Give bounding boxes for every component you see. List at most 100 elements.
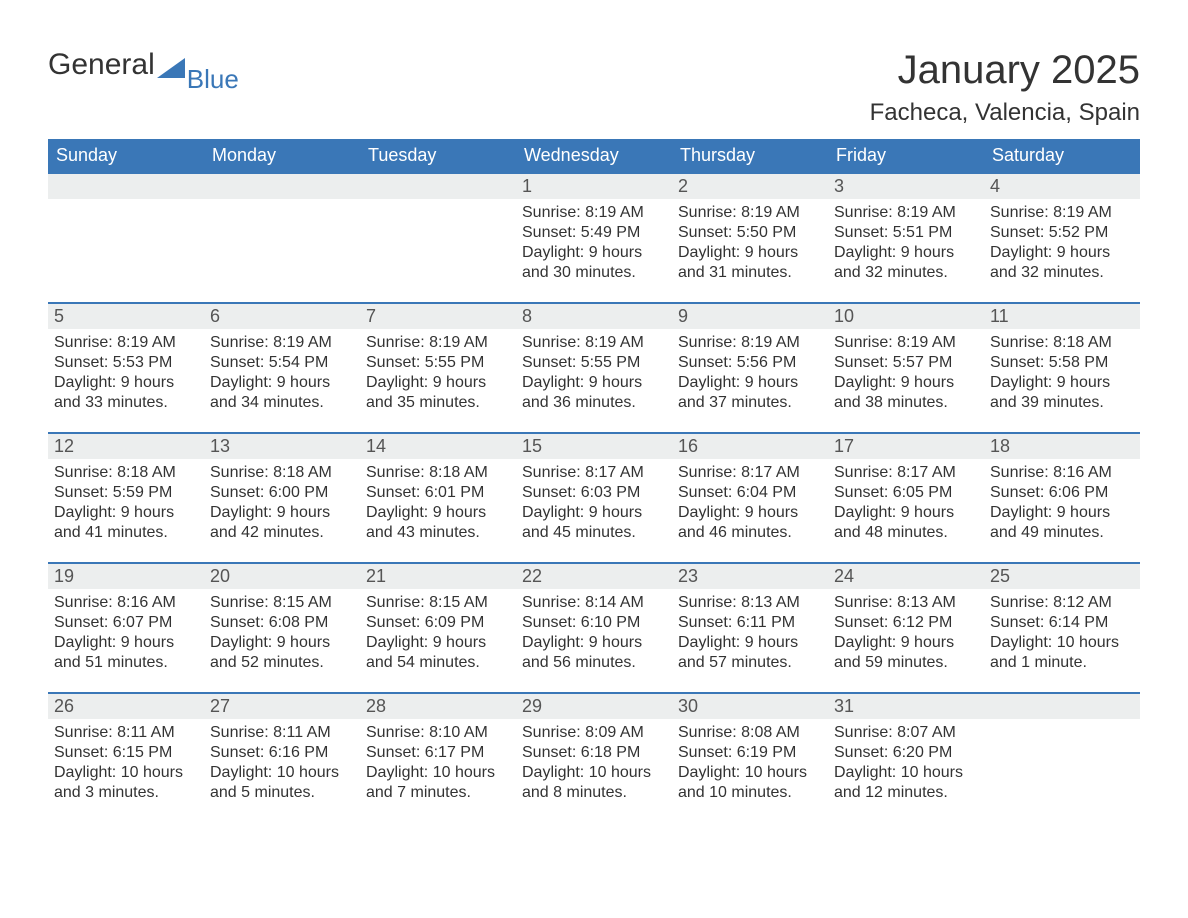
logo: General Blue [48,48,239,82]
sunset-text: Sunset: 6:15 PM [54,743,198,763]
day-number: 19 [48,564,204,589]
day-number: 7 [360,304,516,329]
day-body: Sunrise: 8:19 AMSunset: 5:50 PMDaylight:… [672,199,828,287]
calendar-cell: 10Sunrise: 8:19 AMSunset: 5:57 PMDayligh… [828,302,984,432]
sunset-text: Sunset: 6:19 PM [678,743,822,763]
day-body: Sunrise: 8:19 AMSunset: 5:51 PMDaylight:… [828,199,984,287]
calendar-cell: 27Sunrise: 8:11 AMSunset: 6:16 PMDayligh… [204,692,360,822]
calendar-cell [984,692,1140,822]
daylight-text: Daylight: 9 hours and 31 minutes. [678,243,822,283]
day-body: Sunrise: 8:11 AMSunset: 6:16 PMDaylight:… [204,719,360,807]
sunrise-text: Sunrise: 8:17 AM [522,463,666,483]
sunrise-text: Sunrise: 8:17 AM [834,463,978,483]
sunrise-text: Sunrise: 8:18 AM [990,333,1134,353]
day-body: Sunrise: 8:13 AMSunset: 6:12 PMDaylight:… [828,589,984,677]
day-number: 8 [516,304,672,329]
sunset-text: Sunset: 6:10 PM [522,613,666,633]
calendar-cell: 4Sunrise: 8:19 AMSunset: 5:52 PMDaylight… [984,172,1140,302]
day-number: 5 [48,304,204,329]
dayhead-sunday: Sunday [48,139,204,172]
day-number: 24 [828,564,984,589]
calendar-cell: 15Sunrise: 8:17 AMSunset: 6:03 PMDayligh… [516,432,672,562]
calendar-cell: 25Sunrise: 8:12 AMSunset: 6:14 PMDayligh… [984,562,1140,692]
day-number: 29 [516,694,672,719]
day-body [48,199,204,207]
location-subtitle: Facheca, Valencia, Spain [870,99,1140,127]
day-body: Sunrise: 8:10 AMSunset: 6:17 PMDaylight:… [360,719,516,807]
calendar-cell: 23Sunrise: 8:13 AMSunset: 6:11 PMDayligh… [672,562,828,692]
logo-triangle-icon [157,58,185,78]
daylight-text: Daylight: 10 hours and 12 minutes. [834,763,978,803]
sunrise-text: Sunrise: 8:11 AM [54,723,198,743]
day-number: 23 [672,564,828,589]
day-number: 22 [516,564,672,589]
daylight-text: Daylight: 9 hours and 46 minutes. [678,503,822,543]
sunset-text: Sunset: 5:55 PM [522,353,666,373]
daylight-text: Daylight: 9 hours and 59 minutes. [834,633,978,673]
day-number: 9 [672,304,828,329]
sunset-text: Sunset: 6:18 PM [522,743,666,763]
day-number: 14 [360,434,516,459]
day-number: 1 [516,174,672,199]
sunset-text: Sunset: 5:50 PM [678,223,822,243]
calendar-cell: 28Sunrise: 8:10 AMSunset: 6:17 PMDayligh… [360,692,516,822]
sunrise-text: Sunrise: 8:17 AM [678,463,822,483]
sunrise-text: Sunrise: 8:10 AM [366,723,510,743]
day-body: Sunrise: 8:15 AMSunset: 6:08 PMDaylight:… [204,589,360,677]
day-number: 6 [204,304,360,329]
daylight-text: Daylight: 9 hours and 35 minutes. [366,373,510,413]
daylight-text: Daylight: 10 hours and 7 minutes. [366,763,510,803]
page-header: General Blue January 2025 Facheca, Valen… [48,48,1140,127]
day-body: Sunrise: 8:15 AMSunset: 6:09 PMDaylight:… [360,589,516,677]
day-number: 18 [984,434,1140,459]
daylight-text: Daylight: 9 hours and 38 minutes. [834,373,978,413]
sunset-text: Sunset: 5:58 PM [990,353,1134,373]
day-body: Sunrise: 8:19 AMSunset: 5:53 PMDaylight:… [48,329,204,417]
day-body: Sunrise: 8:11 AMSunset: 6:15 PMDaylight:… [48,719,204,807]
sunset-text: Sunset: 6:11 PM [678,613,822,633]
day-body: Sunrise: 8:19 AMSunset: 5:57 PMDaylight:… [828,329,984,417]
day-body: Sunrise: 8:16 AMSunset: 6:07 PMDaylight:… [48,589,204,677]
day-number: 28 [360,694,516,719]
calendar-body: 1 Sunrise: 8:19 AM Sunset: 5:49 PM Daylight… [48,172,1140,822]
calendar-cell [48,172,204,302]
sunset-text: Sunset: 6:00 PM [210,483,354,503]
sunrise-text: Sunrise: 8:09 AM [522,723,666,743]
sunrise-text: Sunrise: 8:12 AM [990,593,1134,613]
day-number: 2 [672,174,828,199]
calendar-cell [204,172,360,302]
daylight-text: Daylight: 10 hours and 5 minutes. [210,763,354,803]
day-number: 17 [828,434,984,459]
calendar-cell: 7Sunrise: 8:19 AMSunset: 5:55 PMDaylight… [360,302,516,432]
sunset-text: Sunset: 6:12 PM [834,613,978,633]
day-number: 15 [516,434,672,459]
sunrise-text: Sunrise: 8:14 AM [522,593,666,613]
day-body: Sunrise: 8:17 AMSunset: 6:04 PMDaylight:… [672,459,828,547]
dayhead-tuesday: Tuesday [360,139,516,172]
calendar-cell: 18Sunrise: 8:16 AMSunset: 6:06 PMDayligh… [984,432,1140,562]
day-number: 3 [828,174,984,199]
daylight-text: Daylight: 10 hours and 8 minutes. [522,763,666,803]
day-body: Sunrise: 8:19 AMSunset: 5:56 PMDaylight:… [672,329,828,417]
daylight-text: Daylight: 10 hours and 10 minutes. [678,763,822,803]
calendar-cell: 20Sunrise: 8:15 AMSunset: 6:08 PMDayligh… [204,562,360,692]
day-body: Sunrise: 8:14 AMSunset: 6:10 PMDaylight:… [516,589,672,677]
dayhead-saturday: Saturday [984,139,1140,172]
sunset-text: Sunset: 5:51 PM [834,223,978,243]
sunset-text: Sunset: 5:49 PM [522,223,666,243]
day-number [204,174,360,199]
sunrise-text: Sunrise: 8:19 AM [54,333,198,353]
daylight-text: Daylight: 9 hours and 33 minutes. [54,373,198,413]
daylight-text: Daylight: 9 hours and 56 minutes. [522,633,666,673]
sunrise-text: Sunrise: 8:19 AM [834,203,978,223]
month-title: January 2025 [870,48,1140,93]
sunset-text: Sunset: 5:57 PM [834,353,978,373]
sunrise-text: Sunrise: 8:19 AM [678,333,822,353]
daylight-text: Daylight: 9 hours and 32 minutes. [990,243,1134,283]
sunset-text: Sunset: 6:17 PM [366,743,510,763]
day-body [204,199,360,207]
day-body: Sunrise: 8:17 AMSunset: 6:03 PMDaylight:… [516,459,672,547]
day-body: Sunrise: 8:17 AMSunset: 6:05 PMDaylight:… [828,459,984,547]
dayhead-row: Sunday Monday Tuesday Wednesday Thursday… [48,139,1140,172]
day-body [984,719,1140,727]
